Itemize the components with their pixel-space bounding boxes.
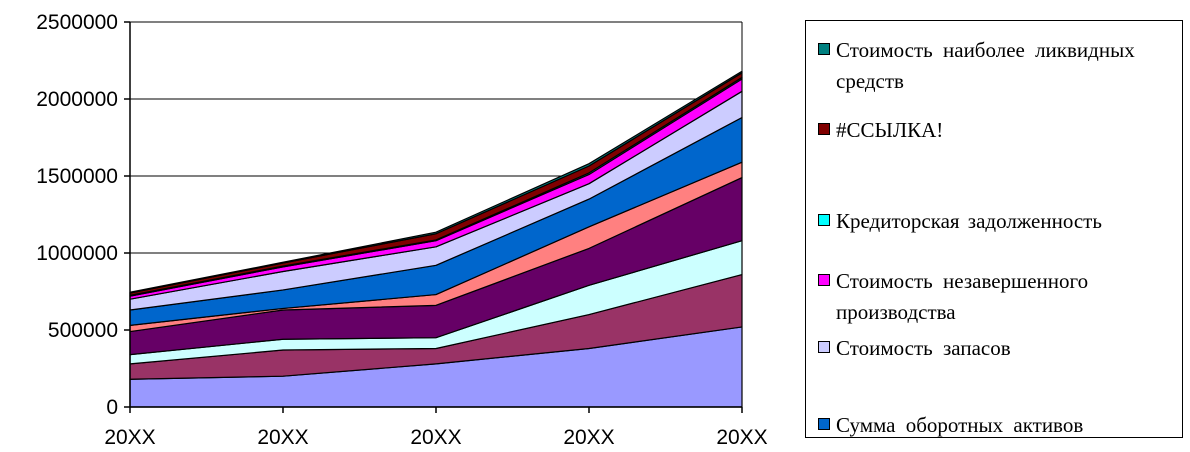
x-tick-label: 20XX — [716, 426, 767, 449]
legend-label: Сумма оборотных активов — [836, 413, 1084, 437]
x-tick-label: 20XX — [257, 426, 308, 449]
axis-ticks: 0 500000 1000000 1500000 2000000 2500000 20XX 2… — [36, 11, 767, 449]
y-tick-label: 2500000 — [36, 11, 118, 34]
area-series-layer — [129, 70, 743, 408]
legend-swatch — [818, 274, 830, 286]
chart-legend: Стоимость наиболее ликвидных средств #СС… — [805, 20, 1183, 438]
stacked-area-chart: 0 500000 1000000 1500000 2000000 2500000 20XX 2… — [36, 11, 767, 449]
x-tick-label: 20XX — [104, 426, 155, 449]
y-tick-label: 2000000 — [36, 88, 118, 111]
x-tick-label: 20XX — [563, 426, 614, 449]
legend-label: #ССЫЛКА! — [836, 118, 944, 142]
legend-label: Стоимость запасов — [836, 336, 1011, 360]
legend-label: Стоимость наиболее ликвидных средств — [836, 38, 1135, 93]
legend-swatch — [818, 43, 830, 55]
legend-swatch — [818, 123, 830, 135]
y-tick-label: 500000 — [48, 319, 118, 342]
legend-swatch — [818, 214, 830, 226]
y-tick-label: 1000000 — [36, 242, 118, 265]
legend-swatch — [818, 341, 830, 353]
legend-label: Кредиторская задолженность — [836, 209, 1102, 233]
legend-label: Стоимость незавершенного производства — [836, 269, 1089, 324]
legend-swatch — [818, 418, 830, 430]
x-tick-label: 20XX — [410, 426, 461, 449]
y-tick-label: 1500000 — [36, 165, 118, 188]
y-tick-label: 0 — [106, 396, 118, 419]
